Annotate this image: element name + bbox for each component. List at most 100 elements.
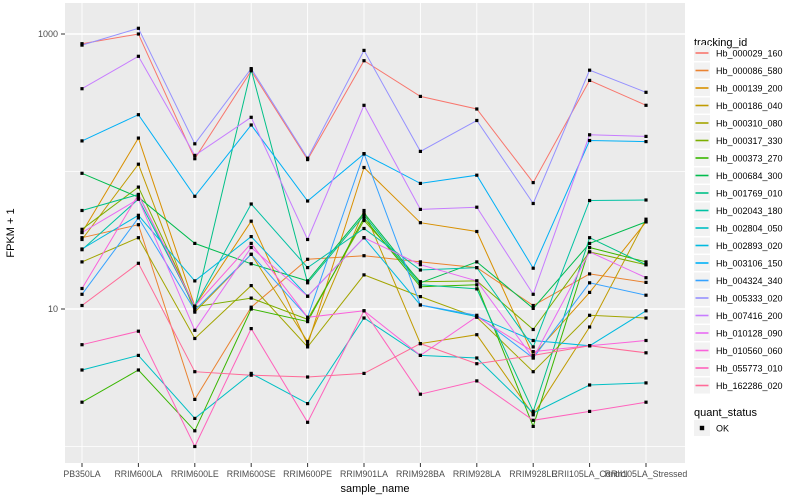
data-point <box>136 113 140 117</box>
data-point <box>475 107 479 111</box>
data-point <box>80 303 84 308</box>
data-point <box>362 371 366 375</box>
data-point <box>193 142 197 146</box>
data-point <box>418 263 422 267</box>
data-point <box>249 296 253 300</box>
data-point <box>80 227 84 231</box>
data-point <box>193 308 197 312</box>
data-point <box>644 309 648 313</box>
data-point <box>80 368 84 372</box>
legend-item-Hb_001769_010: Hb_001769_010 <box>694 185 783 201</box>
data-point <box>475 266 479 270</box>
data-point <box>80 286 84 291</box>
data-point <box>418 221 422 225</box>
x-tick-label: PB350LA <box>63 469 100 479</box>
data-point <box>531 303 535 308</box>
data-point <box>531 201 535 206</box>
x-tick-label: RRIM600SE <box>227 469 276 479</box>
data-point <box>362 59 366 63</box>
data-point <box>80 43 84 47</box>
gridlines <box>65 3 685 463</box>
legend-item-label: Hb_000186_040 <box>716 101 783 111</box>
data-point <box>306 320 310 324</box>
legend-item-Hb_010560_060: Hb_010560_060 <box>694 342 783 359</box>
legend-item-Hb_162286_020: Hb_162286_020 <box>694 377 783 394</box>
legend-item-Hb_004324_340: Hb_004324_340 <box>694 272 783 289</box>
data-point <box>531 292 535 296</box>
data-point <box>249 252 253 256</box>
data-point <box>249 202 253 206</box>
data-point <box>249 123 253 127</box>
data-point <box>362 236 366 240</box>
data-point <box>418 283 422 287</box>
data-point <box>588 236 592 240</box>
legend-item-Hb_007416_200: Hb_007416_200 <box>694 307 783 324</box>
legend-item-Hb_002893_020: Hb_002893_020 <box>694 237 783 254</box>
data-point <box>249 371 253 375</box>
legend-item-label: Hb_055773_010 <box>716 364 783 374</box>
data-point <box>418 342 422 346</box>
legend-item-label: Hb_001769_010 <box>716 189 783 199</box>
legend-item-Hb_000684_300: Hb_000684_300 <box>694 167 783 184</box>
data-point <box>193 328 197 332</box>
legend-item-label: Hb_000684_300 <box>716 171 783 181</box>
y-axis-title: FPKM + 1 <box>5 208 17 257</box>
data-point <box>418 260 422 264</box>
legend-item-label: Hb_000317_330 <box>716 136 783 146</box>
data-point <box>306 294 310 298</box>
data-point <box>418 353 422 357</box>
data-point <box>80 260 84 264</box>
data-point <box>588 245 592 250</box>
x-tick-label: RRII105LA_Control <box>551 469 627 479</box>
data-point <box>531 356 535 360</box>
data-point <box>362 213 366 217</box>
data-point <box>306 317 310 321</box>
x-tick-label: RRIM928LA <box>453 469 501 479</box>
data-point <box>362 226 366 231</box>
data-point <box>418 392 422 396</box>
data-point <box>80 171 84 175</box>
data-point <box>644 280 648 284</box>
legend-item-Hb_055773_010: Hb_055773_010 <box>694 360 783 376</box>
data-point <box>136 32 140 36</box>
legend-item-label: Hb_000373_270 <box>716 154 783 164</box>
data-point <box>475 260 479 264</box>
x-tick-label: RRIM928BA <box>396 469 445 479</box>
legend-key-point <box>699 425 705 431</box>
legend-item-label: Hb_000139_200 <box>716 84 783 94</box>
data-point <box>418 303 422 307</box>
data-point <box>475 356 479 360</box>
data-point <box>80 400 84 404</box>
data-point <box>306 339 310 344</box>
data-point <box>249 235 253 239</box>
data-point <box>475 315 479 319</box>
legend-item-label: Hb_002804_050 <box>716 224 783 234</box>
data-point <box>362 218 366 223</box>
data-point <box>531 370 535 374</box>
data-point <box>644 217 648 221</box>
data-point <box>306 281 310 285</box>
data-point <box>193 306 197 310</box>
data-point <box>362 208 366 213</box>
data-point <box>644 381 648 385</box>
data-point <box>249 115 253 119</box>
legend-items: Hb_000029_160 Hb_000086_580 Hb_000139_200 H… <box>694 45 783 436</box>
data-point <box>193 444 197 449</box>
data-point <box>193 157 197 161</box>
data-point <box>475 362 479 366</box>
data-point <box>418 268 422 272</box>
x-tick-label: RRII105LA_Stressed <box>605 469 688 479</box>
data-point <box>362 273 366 277</box>
data-point <box>249 373 253 377</box>
data-point <box>136 54 140 58</box>
data-point <box>80 292 84 296</box>
data-point <box>306 257 310 261</box>
data-point <box>644 90 648 94</box>
data-point <box>249 67 253 71</box>
data-point <box>531 424 535 428</box>
legend-item-Hb_000310_080: Hb_000310_080 <box>694 115 783 131</box>
data-point <box>588 409 592 413</box>
data-point <box>362 211 366 215</box>
data-point <box>306 345 310 349</box>
data-point <box>644 263 648 267</box>
